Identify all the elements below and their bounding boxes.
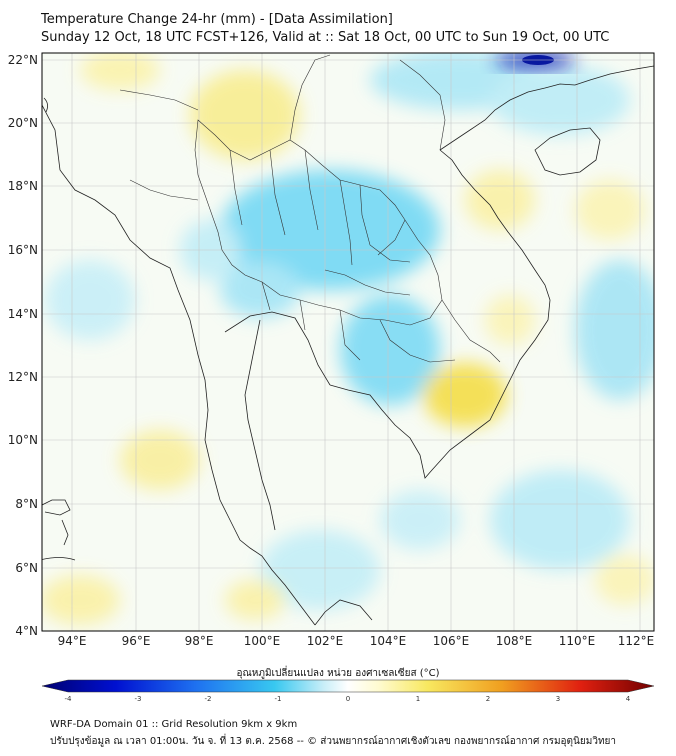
colorbar-gradient [41, 679, 655, 693]
lon-label: 102°E [307, 634, 344, 648]
lat-labels: 22°N 20°N 18°N 16°N 14°N 12°N 10°N 8°N 6… [8, 53, 38, 638]
lat-label: 6°N [15, 561, 38, 575]
map-subtitle: Sunday 12 Oct, 18 UTC FCST+126, Valid at… [41, 30, 610, 45]
lat-label: 20°N [8, 116, 38, 130]
colorbar-tick: 2 [486, 695, 490, 703]
admin-borders [119, 54, 501, 363]
footer-domain-info: WRF-DA Domain 01 :: Grid Resolution 9km … [50, 719, 298, 730]
map-title: Temperature Change 24-hr (mm) - [Data As… [41, 12, 393, 27]
lat-label: 16°N [8, 243, 38, 257]
lon-label: 104°E [370, 634, 407, 648]
map-frame [41, 52, 655, 632]
lat-label: 12°N [8, 370, 38, 384]
lon-label: 112°E [618, 634, 655, 648]
colorbar: -4 -3 -2 -1 0 1 2 3 4 [41, 679, 655, 703]
lon-label: 96°E [122, 634, 151, 648]
colorbar-tick: 4 [626, 695, 631, 703]
coastlines [42, 65, 654, 626]
lat-label: 22°N [8, 53, 38, 67]
colorbar-tick: 0 [346, 695, 350, 703]
lat-label: 18°N [8, 179, 38, 193]
colorbar-tick: -1 [275, 695, 282, 703]
lon-label: 106°E [433, 634, 470, 648]
lat-label: 14°N [8, 307, 38, 321]
lon-label: 108°E [496, 634, 533, 648]
grid-lines [42, 53, 654, 631]
lon-label: 110°E [559, 634, 596, 648]
colorbar-label: อุณหภูมิเปลี่ยนแปลง หน่วย องศาเซลเซียส (… [236, 668, 440, 679]
lon-label: 94°E [58, 634, 87, 648]
colorbar-tick: 1 [416, 695, 420, 703]
lon-label: 100°E [244, 634, 281, 648]
lat-label: 4°N [15, 624, 38, 638]
colorbar-tick: -4 [65, 695, 73, 703]
lon-label: 98°E [185, 634, 214, 648]
lat-label: 10°N [8, 433, 38, 447]
lat-label: 8°N [15, 497, 38, 511]
colorbar-tick: 3 [556, 695, 560, 703]
colorbar-tick: -2 [205, 695, 212, 703]
footer-update-info: ปรับปรุงข้อมูล ณ เวลา 01:00น. วัน จ. ที่… [50, 736, 617, 747]
temperature-field [42, 53, 654, 631]
colorbar-tick: -3 [135, 695, 142, 703]
lon-labels: 94°E 96°E 98°E 100°E 102°E 104°E 106°E 1… [58, 634, 655, 648]
